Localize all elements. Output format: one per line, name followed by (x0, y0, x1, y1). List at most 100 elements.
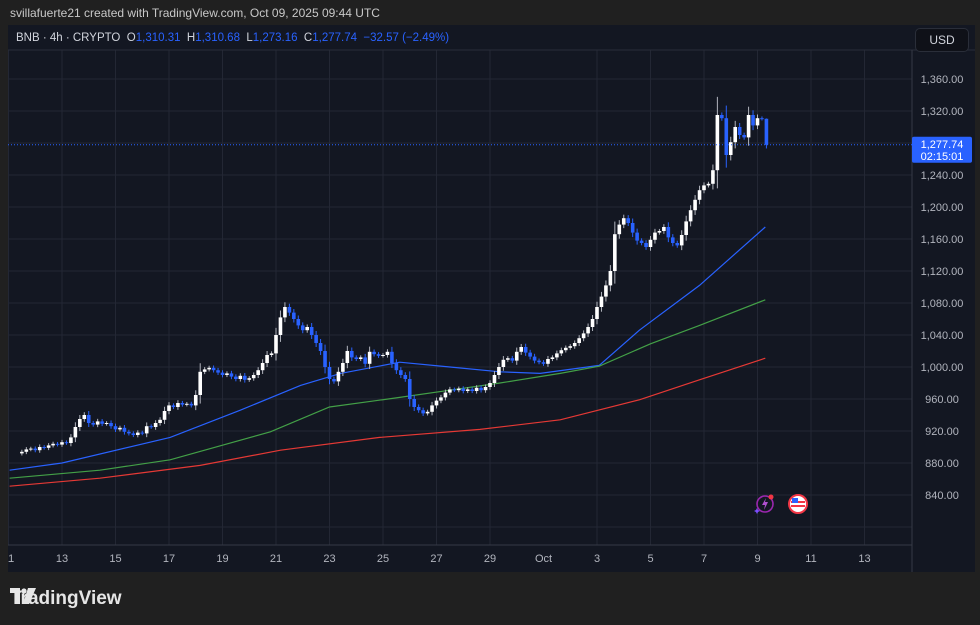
candle-body (95, 421, 100, 425)
candle-body (537, 360, 541, 363)
x-tick-label: 9 (754, 553, 760, 565)
candle-body (528, 352, 532, 357)
candle-body (563, 347, 568, 351)
candle-body (693, 199, 697, 211)
candle-body (64, 442, 69, 444)
candle-body (514, 351, 519, 361)
candle-body (630, 223, 635, 233)
candle-body (715, 115, 720, 171)
candle-body (251, 375, 256, 379)
candle-body (385, 351, 390, 355)
candle-body (46, 445, 51, 448)
candle-body (670, 237, 675, 243)
candle-body (559, 350, 564, 354)
change-value: −32.57 (−2.49%) (363, 32, 450, 44)
candle-body (229, 373, 234, 377)
candle-body (403, 375, 408, 379)
candle-body (100, 421, 104, 424)
candle-body (546, 359, 550, 364)
candle-body (590, 319, 595, 327)
candle-body (300, 325, 305, 331)
candle-body (376, 354, 381, 356)
lightning-alert-icon[interactable] (754, 493, 774, 514)
candle-body (572, 343, 577, 347)
candle-body (149, 426, 153, 428)
candle-body (711, 170, 715, 184)
x-tick-label: 15 (109, 553, 121, 565)
y-tick-label: 1,080.00 (921, 298, 964, 310)
x-tick-label: 27 (430, 553, 442, 565)
candle-body (104, 423, 109, 424)
candle-body (577, 338, 581, 343)
brand-name: TradingView (10, 588, 122, 609)
candle-body (474, 387, 479, 391)
open-value: 1,310.31 (135, 32, 181, 44)
candle-body (541, 362, 546, 364)
candle-body (434, 400, 439, 406)
candle-body (448, 389, 452, 393)
candle-body (399, 370, 403, 375)
candle-body (341, 363, 345, 372)
y-tick-label: 1,360.00 (921, 74, 964, 86)
candle-body (283, 307, 287, 318)
candle-body (234, 376, 238, 379)
candle-body (581, 333, 586, 339)
candle-body (372, 351, 376, 355)
candle-body (314, 335, 318, 343)
candle-body (193, 395, 198, 406)
candle-body (390, 351, 394, 363)
candle-body (381, 355, 385, 356)
candles (20, 96, 769, 456)
high-value: 1,310.68 (195, 32, 240, 44)
candle-body (51, 443, 55, 446)
y-tick-label: 1,160.00 (921, 234, 964, 246)
candle-body (189, 403, 194, 406)
candle-body (211, 367, 216, 371)
candle-body (122, 427, 127, 432)
candle-body (662, 227, 666, 231)
candle-body (653, 232, 657, 240)
candle-body (180, 403, 185, 405)
candle-body (644, 243, 648, 247)
last-price-badge (912, 136, 972, 163)
candle-body (599, 296, 604, 307)
candle-body (185, 403, 189, 405)
candle-body (755, 118, 760, 126)
candle-body (497, 367, 501, 375)
candle-body (506, 358, 510, 360)
candle-body (327, 367, 332, 379)
tradingview-logo-icon (10, 588, 36, 604)
x-tick-label: 19 (216, 553, 228, 565)
us-flag-icon[interactable] (787, 493, 808, 514)
y-tick-label: 1,000.00 (921, 362, 964, 374)
candle-body (278, 317, 283, 335)
candle-body (367, 351, 372, 364)
candle-body (323, 351, 327, 367)
candle-body (604, 285, 608, 297)
candle-body (167, 405, 171, 411)
y-tick-label: 1,200.00 (921, 202, 964, 214)
x-tick-label: Oct (535, 553, 552, 565)
candle-body (679, 235, 684, 246)
candle-body (198, 371, 203, 395)
x-tick-label: 21 (270, 553, 282, 565)
candle-body (91, 423, 96, 425)
candle-body (550, 357, 555, 359)
candle-body (733, 127, 738, 143)
candle-body (113, 426, 118, 430)
candle-body (202, 369, 207, 372)
y-tick-label: 920.00 (925, 426, 959, 438)
candle-body (140, 432, 145, 434)
candle-body (720, 115, 724, 119)
candle-body (483, 387, 488, 391)
moving-average-line (9, 357, 766, 487)
currency-button[interactable]: USD (915, 28, 969, 52)
candle-body (207, 367, 211, 370)
symbol-label[interactable]: BNB · 4h · CRYPTO (16, 32, 121, 44)
candle-body (109, 423, 113, 427)
candle-body (523, 347, 528, 353)
candle-body (265, 355, 269, 363)
candle-body (354, 357, 359, 359)
y-tick-label: 1,120.00 (921, 266, 964, 278)
